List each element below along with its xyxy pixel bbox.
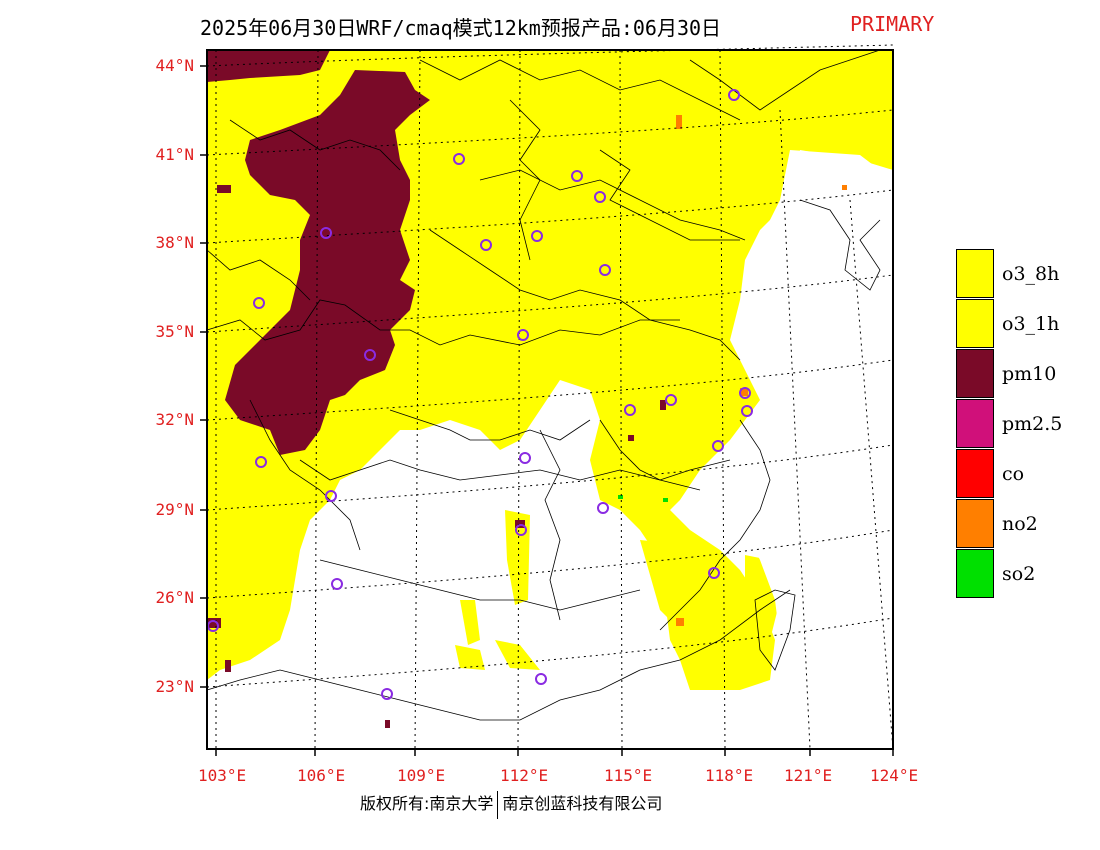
lat-label: 35°N xyxy=(155,322,194,341)
station-marker xyxy=(535,673,547,685)
station-marker xyxy=(453,153,465,165)
so2-speck-1 xyxy=(618,495,623,499)
legend-label: pm10 xyxy=(1002,363,1057,385)
lon-label: 115°E xyxy=(604,766,653,785)
legend-label: so2 xyxy=(1002,563,1036,585)
station-marker xyxy=(519,452,531,464)
station-marker xyxy=(594,191,606,203)
legend-swatch xyxy=(956,449,994,498)
footer-divider xyxy=(497,790,499,819)
lat-label: 29°N xyxy=(155,500,194,519)
legend-label: o3_1h xyxy=(1002,313,1060,335)
so2-speck-2 xyxy=(663,498,668,502)
legend-label: co xyxy=(1002,463,1025,485)
pm10-speck-4 xyxy=(628,435,634,441)
station-marker xyxy=(624,404,636,416)
station-marker xyxy=(255,456,267,468)
station-marker xyxy=(571,170,583,182)
run-tag: PRIMARY xyxy=(850,12,935,36)
sea-white-area xyxy=(740,150,893,740)
lat-label: 38°N xyxy=(155,233,194,252)
lat-label: 41°N xyxy=(155,145,194,164)
legend-item-pm10: pm10 xyxy=(956,349,1086,399)
legend-label: o3_8h xyxy=(1002,263,1060,285)
station-marker xyxy=(381,688,393,700)
legend-swatch xyxy=(956,249,994,298)
o3-patch-south-1 xyxy=(640,540,700,640)
lon-label: 124°E xyxy=(870,766,919,785)
station-marker xyxy=(712,440,724,452)
lon-label: 106°E xyxy=(297,766,346,785)
legend-swatch xyxy=(956,299,994,348)
longitude-gridlines xyxy=(215,49,894,750)
copyright-right: 南京创蓝科技有限公司 xyxy=(502,794,663,813)
boundary-lines xyxy=(206,49,881,721)
lon-label: 121°E xyxy=(784,766,833,785)
pm10-speck-7 xyxy=(385,720,390,728)
lon-label: 112°E xyxy=(500,766,549,785)
legend-swatch xyxy=(956,549,994,598)
o3-patch-south-5 xyxy=(495,640,540,670)
station-marker xyxy=(531,230,543,242)
station-marker xyxy=(364,349,376,361)
station-marker xyxy=(728,89,740,101)
legend-label: no2 xyxy=(1002,513,1038,535)
lon-label: 103°E xyxy=(198,766,247,785)
legend-swatch xyxy=(956,349,994,398)
pm10-speck-2 xyxy=(225,660,231,672)
legend-item-pm2-5: pm2.5 xyxy=(956,399,1086,449)
no2-speck-2 xyxy=(740,388,748,396)
station-marker xyxy=(325,490,337,502)
station-marker xyxy=(480,239,492,251)
station-marker xyxy=(320,227,332,239)
legend-swatch xyxy=(956,399,994,448)
latitude-gridlines xyxy=(206,44,894,688)
pollutant-legend: o3_8h o3_1h pm10 pm2.5 co no2 so2 xyxy=(956,249,1086,599)
legend-item-co: co xyxy=(956,449,1086,499)
lon-label: 109°E xyxy=(397,766,446,785)
station-marker xyxy=(599,264,611,276)
station-marker xyxy=(331,578,343,590)
pm10-speck-1 xyxy=(217,185,231,193)
map-title: 2025年06月30日WRF/cmaq模式12km预报产品:06月30日 xyxy=(200,16,722,40)
lat-label: 44°N xyxy=(155,56,194,75)
pm10-field-north xyxy=(207,50,330,82)
station-marker xyxy=(708,567,720,579)
station-marker xyxy=(741,405,753,417)
map-frame xyxy=(206,49,894,750)
pm10-speck-5 xyxy=(660,400,666,410)
copyright-footer: 版权所有:南京大学 南京创蓝科技有限公司 xyxy=(360,790,662,819)
o3-patch-south-4 xyxy=(455,645,485,670)
station-marker xyxy=(665,394,677,406)
station-marker xyxy=(597,502,609,514)
legend-swatch xyxy=(956,499,994,548)
station-marker xyxy=(253,297,265,309)
legend-label: pm2.5 xyxy=(1002,413,1063,435)
station-marker xyxy=(517,329,529,341)
pm10-field-main xyxy=(225,70,430,455)
axis-ticks xyxy=(200,65,894,756)
no2-speck-3 xyxy=(676,618,684,626)
station-marker xyxy=(515,524,527,536)
lat-label: 26°N xyxy=(155,588,194,607)
lon-label: 118°E xyxy=(705,766,754,785)
legend-item-o3-8h: o3_8h xyxy=(956,249,1086,299)
station-marker xyxy=(739,387,751,399)
lat-label: 32°N xyxy=(155,410,194,429)
pm10-speck-3 xyxy=(207,618,221,628)
no2-speck-1 xyxy=(676,115,682,129)
legend-item-so2: so2 xyxy=(956,549,1086,599)
o3-patch-south-3 xyxy=(460,600,480,645)
legend-item-no2: no2 xyxy=(956,499,1086,549)
pm10-speck-6 xyxy=(515,520,525,528)
no2-speck-4 xyxy=(842,185,847,190)
legend-item-o3-1h: o3_1h xyxy=(956,299,1086,349)
copyright-left: 版权所有:南京大学 xyxy=(360,794,494,813)
lat-label: 23°N xyxy=(155,677,194,696)
